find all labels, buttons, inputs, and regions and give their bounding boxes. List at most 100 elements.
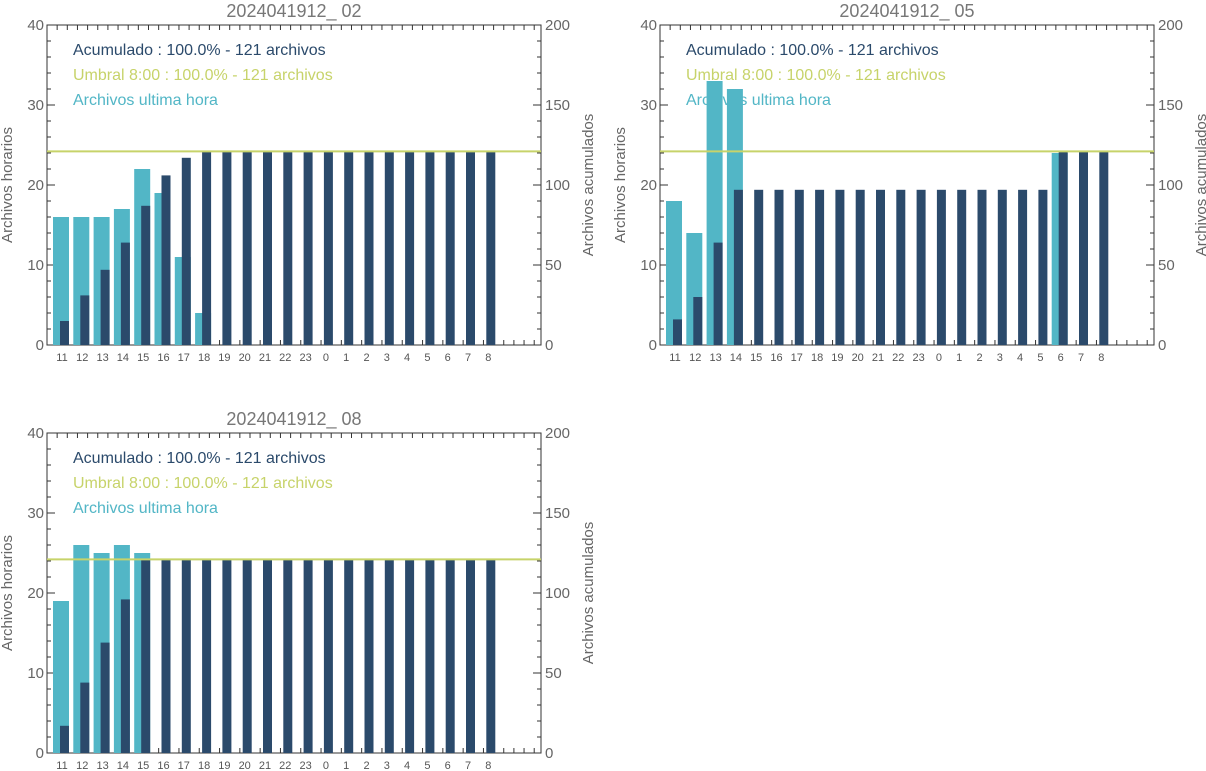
x-tick-label: 21 <box>872 352 884 364</box>
right-tick-label: 100 <box>545 585 570 602</box>
accumulated-bar <box>60 725 69 753</box>
accumulated-bar <box>1079 151 1088 345</box>
accumulated-bar <box>1099 151 1109 345</box>
y-axis-label-left: Archivos horarios <box>0 535 16 651</box>
accumulated-bar <box>303 151 313 345</box>
x-tick-label: 16 <box>770 352 782 364</box>
accumulated-bar <box>283 559 293 753</box>
accumulated-bar <box>774 189 784 345</box>
chart-title: 2024041912_ 05 <box>839 1 974 22</box>
right-tick-label: 0 <box>1158 337 1166 354</box>
accumulated-bar <box>364 559 374 753</box>
left-tick-label: 20 <box>27 585 44 602</box>
x-tick-label: 14 <box>117 352 129 364</box>
x-tick-label: 19 <box>218 760 230 771</box>
x-tick-label: 4 <box>1017 352 1023 364</box>
accumulated-bar <box>80 295 90 345</box>
legend-entry: Umbral 8:00 : 100.0% - 121 archivos <box>686 67 946 84</box>
left-tick-label: 40 <box>27 425 44 442</box>
right-tick-label: 50 <box>545 257 562 274</box>
y-axis-label-right: Archivos acumulados <box>1193 114 1206 257</box>
right-tick-label: 150 <box>545 505 570 522</box>
left-tick-label: 40 <box>27 17 44 34</box>
x-tick-label: 2 <box>363 352 369 364</box>
x-tick-label: 21 <box>259 352 271 364</box>
accumulated-bar <box>425 559 435 753</box>
right-tick-label: 100 <box>545 177 570 194</box>
accumulated-bar <box>202 151 212 345</box>
x-tick-label: 3 <box>997 352 1003 364</box>
x-tick-label: 12 <box>689 352 701 364</box>
legend-entry: Acumulado : 100.0% - 121 archivos <box>686 42 939 59</box>
accumulated-bar <box>445 151 455 345</box>
left-tick-label: 10 <box>640 257 657 274</box>
left-tick-label: 30 <box>27 97 44 114</box>
accumulated-bar <box>263 559 272 753</box>
right-tick-label: 50 <box>545 665 562 682</box>
accumulated-bar <box>364 151 374 345</box>
accumulated-bar <box>100 642 110 753</box>
x-tick-label: 3 <box>384 352 390 364</box>
accumulated-bar <box>733 189 743 345</box>
x-tick-label: 7 <box>465 760 471 771</box>
x-tick-label: 20 <box>239 760 251 771</box>
x-tick-label: 18 <box>198 760 210 771</box>
y-axis-label-right: Archivos acumulados <box>580 522 597 665</box>
legend-entry: Acumulado : 100.0% - 121 archivos <box>73 450 326 467</box>
left-tick-label: 0 <box>36 337 44 354</box>
x-tick-label: 15 <box>750 352 762 364</box>
accumulated-bar <box>957 189 967 345</box>
accumulated-bar <box>202 559 212 753</box>
x-tick-label: 0 <box>323 760 329 771</box>
accumulated-bar <box>815 189 825 345</box>
accumulated-bar <box>466 151 475 345</box>
x-tick-label: 20 <box>852 352 864 364</box>
left-tick-label: 10 <box>27 257 44 274</box>
legend-entry: Archivos ultima hora <box>73 92 218 109</box>
y-axis-label-right: Archivos acumulados <box>580 114 597 257</box>
x-tick-label: 1 <box>343 352 349 364</box>
x-tick-label: 2 <box>363 760 369 771</box>
left-tick-label: 40 <box>640 17 657 34</box>
accumulated-bar <box>384 151 394 345</box>
accumulated-bar <box>303 559 313 753</box>
x-tick-label: 17 <box>791 352 803 364</box>
accumulated-bar <box>242 559 252 753</box>
x-tick-label: 5 <box>1037 352 1043 364</box>
accumulated-bar <box>855 189 865 345</box>
x-tick-label: 22 <box>279 352 291 364</box>
accumulated-bar <box>222 151 232 345</box>
left-tick-label: 30 <box>27 505 44 522</box>
left-tick-label: 20 <box>27 177 44 194</box>
x-tick-label: 1 <box>956 352 962 364</box>
x-tick-label: 6 <box>445 352 451 364</box>
accumulated-bar <box>181 157 191 345</box>
accumulated-bar <box>141 205 151 345</box>
x-tick-label: 8 <box>485 760 491 771</box>
x-tick-label: 22 <box>279 760 291 771</box>
x-tick-label: 23 <box>299 760 311 771</box>
x-tick-label: 23 <box>912 352 924 364</box>
y-axis-label-left: Archivos horarios <box>0 127 16 243</box>
x-tick-label: 0 <box>936 352 942 364</box>
x-tick-label: 8 <box>485 352 491 364</box>
accumulated-bar <box>1038 189 1048 345</box>
x-tick-label: 15 <box>137 760 149 771</box>
accumulated-bar <box>673 319 682 345</box>
x-tick-label: 16 <box>157 352 169 364</box>
left-tick-label: 0 <box>649 337 657 354</box>
accumulated-bar <box>344 151 354 345</box>
x-tick-label: 23 <box>299 352 311 364</box>
accumulated-bar <box>161 175 171 345</box>
x-tick-label: 7 <box>1078 352 1084 364</box>
accumulated-bar <box>405 151 415 345</box>
x-tick-label: 19 <box>218 352 230 364</box>
accumulated-bar <box>323 151 333 345</box>
accumulated-bar <box>425 151 435 345</box>
legend-entry: Archivos ultima hora <box>686 92 831 109</box>
accumulated-bar <box>100 269 110 345</box>
accumulated-bar <box>181 559 191 753</box>
chart-title: 2024041912_ 02 <box>226 1 361 22</box>
right-tick-label: 200 <box>545 425 570 442</box>
